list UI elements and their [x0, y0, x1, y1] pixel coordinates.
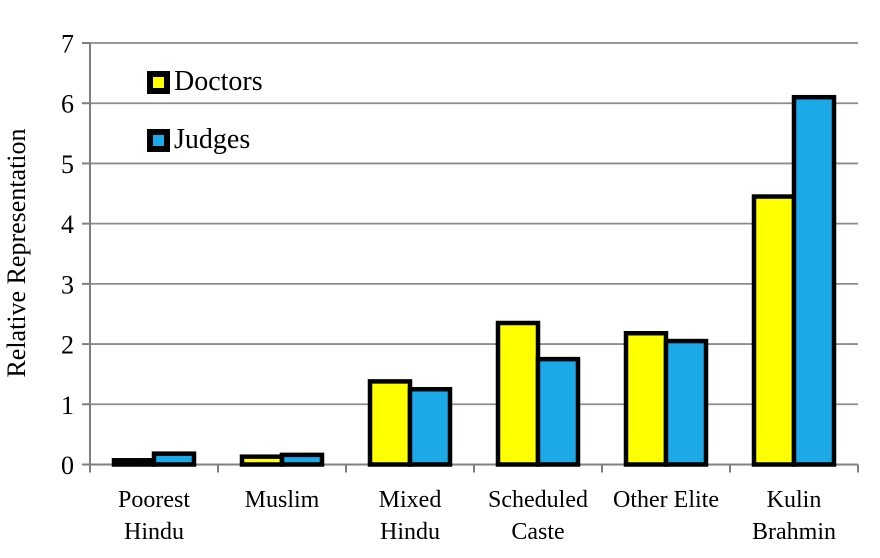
y-axis-title: Relative Representation — [2, 128, 31, 377]
bar-doctors-poorest-hindu — [111, 458, 157, 467]
legend: Doctors Judges — [147, 66, 263, 186]
bar-judges-mixed-hindu — [407, 386, 453, 467]
legend-swatch-judges — [153, 134, 164, 146]
bar-doctors-kulin-brahmin — [751, 194, 797, 467]
bar-judges-muslim — [279, 452, 325, 467]
y-tick-label-0: 0 — [61, 451, 74, 480]
y-tick-label-6: 6 — [61, 90, 74, 119]
y-tick-label-2: 2 — [61, 331, 74, 360]
y-tick-label-4: 4 — [61, 210, 74, 239]
x-category-label-poorest-hindu: Poorest — [118, 487, 190, 513]
y-tick-label-1: 1 — [61, 391, 74, 420]
legend-marker-judges-icon — [147, 128, 170, 152]
bar-judges-scheduled-caste — [535, 356, 581, 467]
bar-doctors-other-elite — [623, 330, 669, 467]
x-category-label-kulin-brahmin: Kulin — [767, 487, 822, 513]
y-tick-label-7: 7 — [61, 30, 74, 59]
x-category-label-scheduled-caste: Caste — [511, 519, 564, 545]
x-category-label-poorest-hindu: Hindu — [124, 519, 184, 545]
x-category-label-kulin-brahmin: Brahmin — [752, 519, 836, 545]
x-category-label-other-elite: Other Elite — [613, 487, 719, 513]
bar-doctors-mixed-hindu — [367, 379, 413, 467]
bar-doctors-scheduled-caste — [495, 320, 541, 467]
legend-item-doctors: Doctors — [147, 66, 263, 97]
y-tick-label-3: 3 — [61, 270, 74, 299]
x-category-label-mixed-hindu: Hindu — [380, 519, 440, 545]
legend-label-doctors: Doctors — [174, 66, 263, 97]
x-category-label-muslim: Muslim — [245, 487, 320, 513]
bar-doctors-muslim — [239, 454, 285, 467]
bar-judges-other-elite — [663, 338, 709, 467]
legend-marker-doctors-icon — [147, 70, 170, 94]
bar-judges-poorest-hindu — [151, 451, 197, 467]
legend-swatch-doctors — [153, 76, 164, 88]
x-category-label-mixed-hindu: Mixed — [379, 487, 442, 513]
x-category-label-scheduled-caste: Scheduled — [488, 487, 588, 513]
bar-judges-kulin-brahmin — [791, 94, 837, 467]
y-tick-label-5: 5 — [61, 150, 74, 179]
legend-item-judges: Judges — [147, 124, 263, 155]
legend-label-judges: Judges — [174, 124, 251, 155]
